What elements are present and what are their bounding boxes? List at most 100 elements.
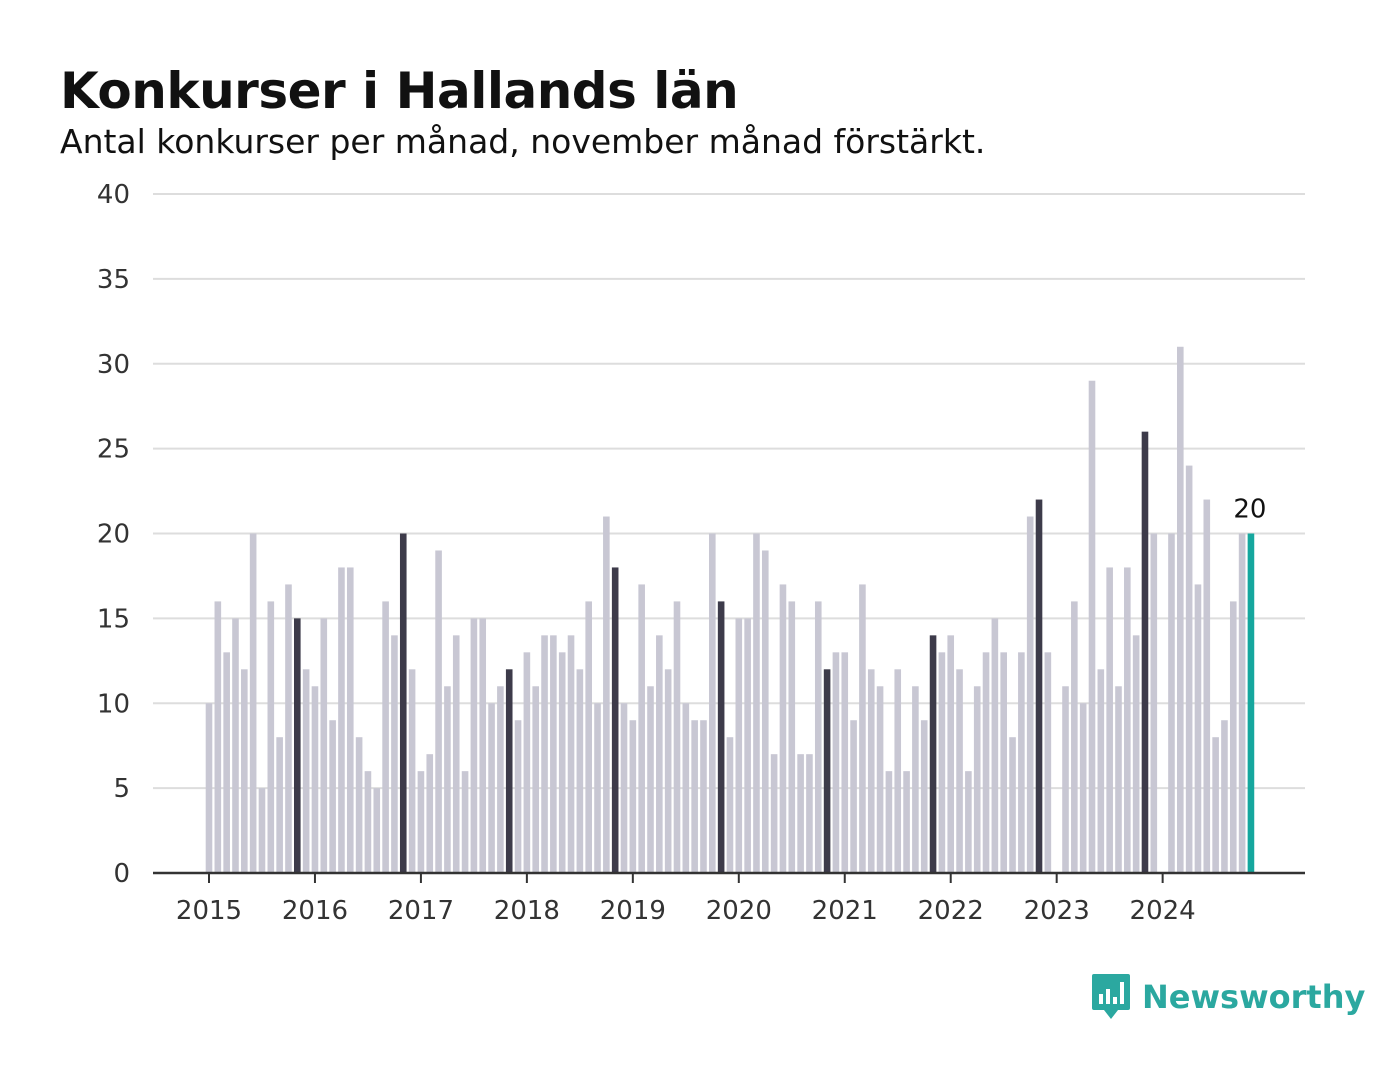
bar [1221,720,1228,873]
latest-value-label: 20 [1233,495,1266,525]
bar [408,669,416,873]
x-tick-label: 2015 [176,896,242,926]
bar [558,652,566,873]
gridlines [153,193,1305,790]
bar [1150,533,1158,873]
chart-subtitle: Antal konkurser per månad, november måna… [60,122,986,161]
bar [709,533,716,873]
bar [1168,533,1175,873]
bar-chart-speech-bubble-icon [1092,974,1130,1019]
bar [1071,601,1078,873]
bar [232,618,239,873]
y-tick-label: 10 [97,689,130,719]
bar [355,737,363,873]
bar [1097,669,1105,873]
bar [1203,499,1211,873]
bar [532,686,540,873]
data-labels: 20 [1233,495,1266,525]
bar [797,754,804,873]
bar [373,788,381,873]
bar [629,720,637,873]
x-tick-label: 2019 [600,896,666,926]
bar [223,652,230,873]
bar [673,601,681,873]
bar [1229,601,1237,873]
bar [338,567,345,873]
bar [541,635,548,873]
bar [1115,686,1122,873]
bar [867,669,875,873]
bar [329,720,336,873]
bar [523,652,531,873]
bar [576,669,584,873]
bar [382,601,389,873]
bar [1088,380,1096,873]
bar [965,771,972,873]
bar [753,533,760,873]
x-tick-label: 2023 [1024,896,1090,926]
bar [761,550,769,873]
bar [267,601,275,873]
bar [391,635,398,873]
bar [488,703,495,873]
y-tick-label: 30 [97,350,130,380]
bar [320,618,328,873]
bar [735,618,743,873]
bar [1009,737,1016,873]
bar [664,669,672,873]
bar [603,516,610,873]
bar-november [611,567,619,873]
bar [452,635,460,873]
bar [691,720,698,873]
bar [241,669,248,873]
bar [1132,635,1140,873]
bar [1185,465,1193,873]
bar [444,686,451,873]
bar [726,737,734,873]
bar [947,635,955,873]
bar [567,635,575,873]
bar [682,703,690,873]
bar [1124,567,1131,873]
y-tick-label: 35 [97,265,130,295]
bar [991,618,999,873]
bar-latest [1247,533,1255,873]
bar [920,720,928,873]
bar-november [823,669,831,873]
bar [497,686,504,873]
bar [938,652,946,873]
bar [285,584,292,873]
bar [346,567,354,873]
bar [647,686,654,873]
bar [1062,686,1069,873]
bar [832,652,840,873]
bar [550,635,557,873]
bar [1177,346,1184,873]
bar-november [294,618,301,873]
bar [426,754,434,873]
bar [364,771,372,873]
bar [700,720,707,873]
bar [850,720,857,873]
bar [956,669,963,873]
bar-november [717,601,725,873]
bar-november [929,635,937,873]
bar [205,703,213,873]
bar [638,584,645,873]
y-tick-label: 15 [97,604,130,634]
y-tick-label: 20 [97,520,130,550]
bar [1000,652,1007,873]
bar [302,669,310,873]
bar [744,618,751,873]
x-tick-label: 2021 [812,896,878,926]
bar-november [1141,431,1149,873]
bar [417,771,425,873]
bar [973,686,981,873]
bar [770,754,778,873]
bar [788,601,796,873]
bar [982,652,990,873]
bar [594,703,601,873]
bar [1212,737,1219,873]
x-tick-label: 2022 [918,896,984,926]
